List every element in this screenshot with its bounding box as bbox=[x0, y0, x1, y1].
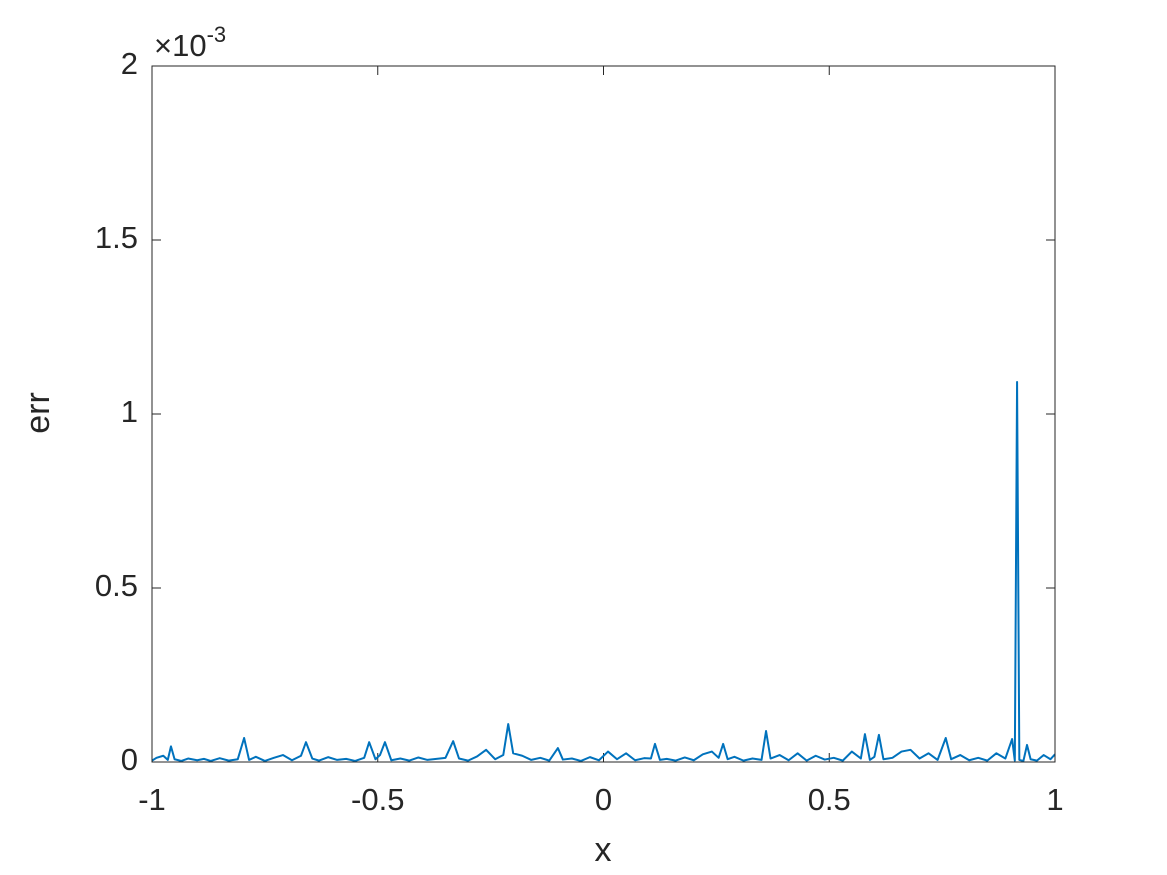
y-tick-label: 1 bbox=[121, 394, 138, 429]
x-tick-label: -0.5 bbox=[351, 782, 404, 817]
multiplier-exponent: -3 bbox=[207, 22, 227, 47]
x-tick-label: -1 bbox=[138, 782, 166, 817]
data-line bbox=[151, 380, 1056, 762]
plot-frame bbox=[151, 65, 1056, 763]
x-axis-label: x bbox=[595, 831, 612, 869]
x-tick-label: 0.5 bbox=[808, 782, 851, 817]
y-multiplier: ×10-3 bbox=[154, 22, 226, 63]
multiplier-base: ×10 bbox=[154, 28, 207, 63]
y-tick-label: 1.5 bbox=[95, 220, 138, 255]
y-tick-label: 2 bbox=[121, 46, 138, 81]
y-tick-label: 0.5 bbox=[95, 568, 138, 603]
x-tick-label: 1 bbox=[1046, 782, 1063, 817]
y-tick-label: 0 bbox=[121, 742, 138, 777]
x-tick-label: 0 bbox=[595, 782, 612, 817]
y-axis-label: err bbox=[19, 392, 57, 434]
